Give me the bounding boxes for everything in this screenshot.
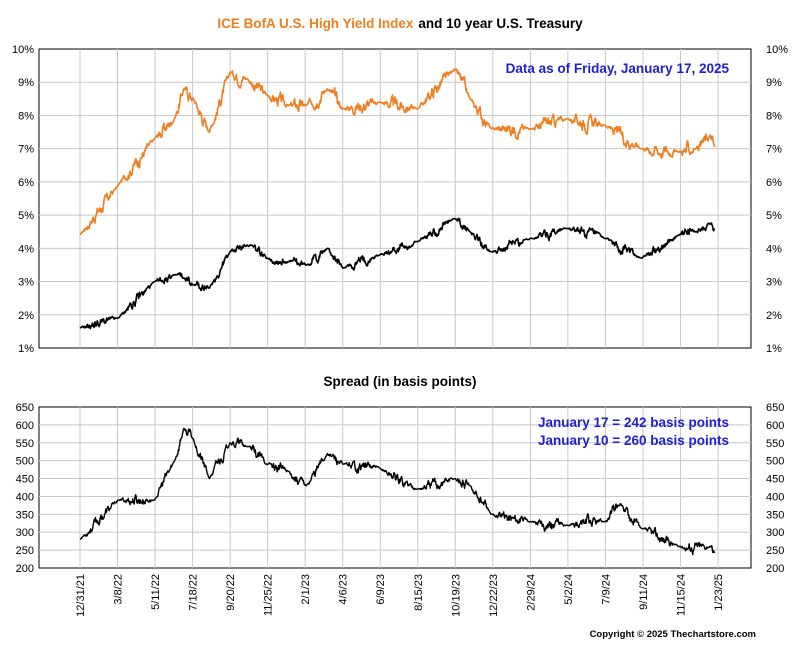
x-tick-label: 5/2/24: [563, 574, 575, 605]
x-tick-label: 11/25/22: [263, 574, 275, 616]
x-tick-label: 10/19/23: [450, 574, 462, 617]
top-panel-series: [79, 68, 716, 330]
top-right-tick-label: 8%: [766, 110, 782, 122]
bottom-right-tick-label: 350: [766, 509, 784, 521]
top-left-tick-label: 4%: [18, 243, 34, 255]
bottom-panel-series: [79, 427, 716, 556]
x-tick-label: 8/15/23: [413, 574, 425, 611]
bottom-left-tick-label: 350: [16, 509, 34, 521]
bottom-right-tick-label: 500: [766, 456, 784, 468]
bottom-left-tick-label: 600: [16, 420, 34, 432]
chart-title: ICE BofA U.S. High Yield Index and 10 yea…: [217, 16, 583, 31]
bottom-left-tick-label: 400: [16, 491, 34, 503]
bottom-left-tick-label: 250: [16, 545, 34, 557]
bottom-left-tick-label: 500: [16, 456, 34, 468]
bottom-right-tick-label: 600: [766, 420, 784, 432]
bottom-left-axis-ticks: 200 250 300 350 400 450 500 550 600 650: [16, 402, 34, 575]
top-right-tick-label: 2%: [766, 310, 782, 322]
high-yield-series-line: [79, 68, 716, 236]
x-tick-label: 12/31/21: [75, 574, 87, 617]
x-tick-label: 7/9/24: [600, 574, 612, 605]
x-tick-label: 1/23/25: [713, 574, 725, 611]
spread-series-line: [79, 427, 716, 556]
top-left-tick-label: 9%: [18, 77, 34, 89]
top-left-tick-label: 2%: [18, 310, 34, 322]
bottom-left-tick-label: 200: [16, 563, 34, 575]
treasury-series-line: [79, 217, 716, 330]
bottom-left-tick-label: 550: [16, 438, 34, 450]
top-panel-frame: [38, 48, 752, 349]
bottom-panel-grid: [39, 407, 751, 568]
top-right-tick-label: 9%: [766, 77, 782, 89]
x-tick-label: 2/1/23: [300, 574, 312, 605]
x-tick-label: 3/8/22: [113, 574, 125, 605]
spread-note-jan17: January 17 = 242 basis points: [538, 415, 729, 430]
top-right-axis-ticks: 1% 2% 3% 4% 5% 6% 7% 8% 9% 10%: [766, 44, 788, 355]
data-date-note: Data as of Friday, January 17, 2025: [506, 61, 730, 76]
title-treasury: and 10 year U.S. Treasury: [418, 16, 583, 31]
bottom-left-tick-label: 450: [16, 474, 34, 486]
title-high-yield: ICE BofA U.S. High Yield Index: [217, 16, 414, 31]
bottom-right-tick-label: 400: [766, 491, 784, 503]
top-left-tick-label: 7%: [18, 144, 34, 156]
top-left-tick-label: 6%: [18, 177, 34, 189]
x-tick-label: 7/18/22: [188, 574, 200, 611]
x-tick-label: 12/22/23: [488, 574, 500, 617]
x-tick-label: 4/6/23: [338, 574, 350, 605]
bottom-panel-frame: [38, 406, 752, 569]
top-right-tick-label: 3%: [766, 277, 782, 289]
top-right-tick-label: 4%: [766, 243, 782, 255]
bottom-right-tick-label: 550: [766, 438, 784, 450]
bottom-right-tick-label: 300: [766, 527, 784, 539]
top-left-tick-label: 10%: [12, 44, 34, 56]
x-tick-label: 5/11/22: [150, 574, 162, 610]
top-left-axis-ticks: 1% 2% 3% 4% 5% 6% 7% 8% 9% 10%: [12, 44, 34, 355]
bottom-left-tick-label: 300: [16, 527, 34, 539]
bottom-right-tick-label: 250: [766, 545, 784, 557]
bottom-right-tick-label: 650: [766, 402, 784, 414]
top-left-tick-label: 1%: [18, 343, 34, 355]
x-tick-label: 9/20/22: [225, 574, 237, 611]
spread-title: Spread (in basis points): [323, 374, 476, 389]
top-right-tick-label: 6%: [766, 177, 782, 189]
top-left-tick-label: 5%: [18, 210, 34, 222]
top-left-tick-label: 8%: [18, 110, 34, 122]
bottom-right-axis-ticks: 200 250 300 350 400 450 500 550 600 650: [766, 402, 784, 575]
x-tick-label: 11/15/24: [675, 574, 687, 616]
top-right-tick-label: 7%: [766, 144, 782, 156]
spread-note-jan10: January 10 = 260 basis points: [538, 433, 729, 448]
bottom-left-tick-label: 650: [16, 402, 34, 414]
copyright: Copyright © 2025 Thechartstore.com: [590, 629, 756, 640]
bottom-right-tick-label: 200: [766, 563, 784, 575]
top-right-tick-label: 10%: [766, 44, 788, 56]
x-tick-label: 9/11/24: [638, 574, 650, 610]
top-right-tick-label: 1%: [766, 343, 782, 355]
top-left-tick-label: 3%: [18, 277, 34, 289]
x-tick-label: 6/9/23: [375, 574, 387, 605]
x-axis-ticks: 12/31/21 3/8/22 5/11/22 7/18/22 9/20/22 11/25…: [75, 574, 725, 617]
top-panel-grid: [39, 49, 751, 348]
x-tick-label: 2/29/24: [525, 574, 537, 611]
bottom-right-tick-label: 450: [766, 474, 784, 486]
top-right-tick-label: 5%: [766, 210, 782, 222]
